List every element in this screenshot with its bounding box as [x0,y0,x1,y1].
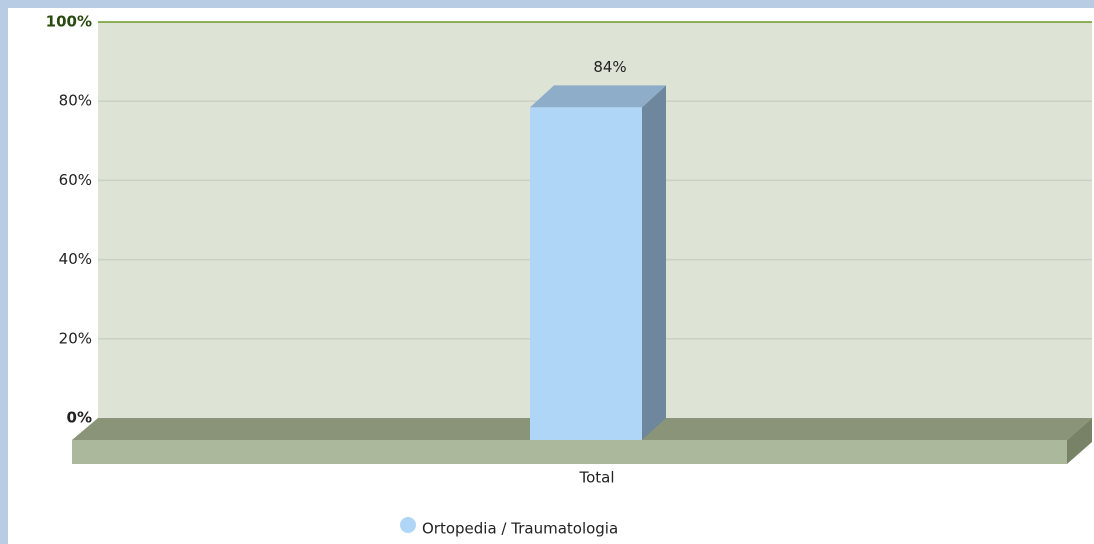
bar-side [642,85,666,441]
x-tick-label: Total [578,469,614,487]
floor-side [1067,418,1092,464]
y-tick-label: 40% [59,250,92,268]
bar-top [530,85,666,108]
bar [530,107,642,441]
floor-front [72,440,1067,464]
data-label: 84% [593,58,626,76]
y-tick-label: 60% [59,171,92,189]
legend-swatch [400,517,416,533]
legend-label: Ortopedia / Traumatologia [422,520,618,538]
y-tick-label: 20% [59,329,92,347]
y-tick-label: 0% [67,409,92,427]
y-tick-label: 100% [46,13,92,31]
y-tick-label: 80% [59,92,92,110]
